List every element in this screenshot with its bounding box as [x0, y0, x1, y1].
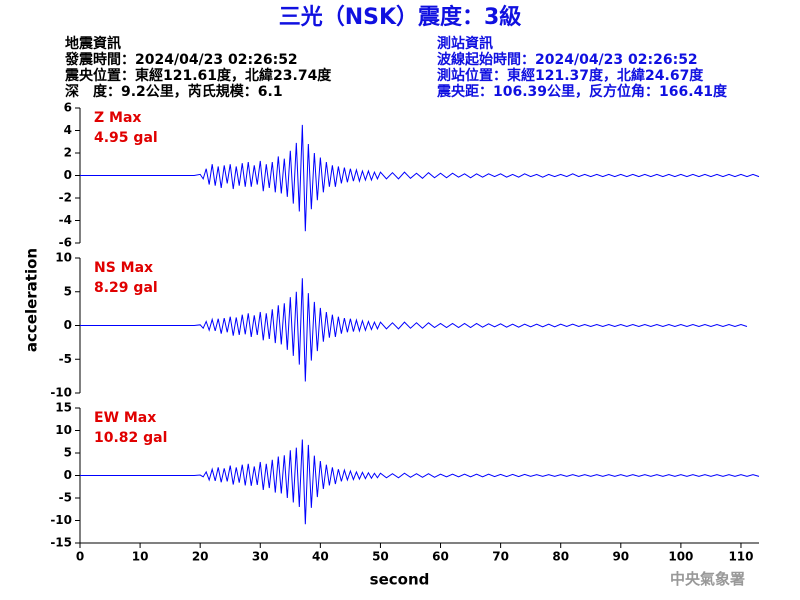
waveform: [80, 439, 760, 525]
max-value: 10.82 gal: [94, 430, 167, 446]
y-tick-label: 0: [64, 468, 72, 482]
y-tick-label: -10: [50, 513, 72, 527]
max-name: NS Max: [94, 260, 153, 276]
max-value: 4.95 gal: [94, 130, 158, 146]
info-line: 深 度：9.2公里，芮氏規模：6.1: [65, 83, 283, 100]
max-value: 8.29 gal: [94, 280, 158, 296]
x-axis-label: second: [370, 571, 430, 589]
x-tick-label: 40: [312, 550, 329, 564]
y-tick-label: 10: [55, 251, 72, 265]
y-tick-label: -4: [59, 213, 72, 227]
x-tick-label: 60: [432, 550, 449, 564]
x-tick-label: 0: [76, 550, 84, 564]
y-tick-label: -5: [59, 352, 72, 366]
x-tick-label: 90: [612, 550, 629, 564]
x-tick-label: 20: [192, 550, 209, 564]
x-tick-label: 10: [132, 550, 149, 564]
y-tick-label: -15: [50, 536, 72, 550]
y-tick-label: -6: [59, 236, 72, 250]
x-tick-label: 100: [668, 550, 693, 564]
y-axis-label: acceleration: [23, 248, 41, 352]
x-tick-label: 110: [728, 550, 753, 564]
info-line: 波線起始時間：2024/04/23 02:26:52: [437, 51, 698, 68]
y-tick-label: 15: [55, 401, 72, 415]
y-tick-label: 0: [64, 168, 72, 182]
title: 三光（NSK）震度：3級: [279, 4, 522, 30]
y-tick-label: 6: [64, 101, 72, 115]
x-tick-label: 80: [552, 550, 569, 564]
info-line: 地震資訊: [65, 35, 121, 52]
info-line: 測站資訊: [437, 35, 493, 52]
y-tick-label: -5: [59, 491, 72, 505]
waveform: [80, 124, 760, 232]
max-name: EW Max: [94, 410, 156, 426]
waveform: [80, 278, 748, 382]
y-tick-label: 2: [64, 146, 72, 160]
y-tick-label: 5: [64, 284, 72, 298]
x-tick-label: 70: [492, 550, 509, 564]
y-tick-label: -2: [59, 191, 72, 205]
x-tick-label: 50: [372, 550, 389, 564]
info-line: 震央位置：東經121.61度，北緯23.74度: [64, 67, 332, 84]
y-tick-label: 5: [64, 446, 72, 460]
info-line: 發震時間：2024/04/23 02:26:52: [64, 51, 298, 68]
info-line: 測站位置：東經121.37度，北緯24.67度: [437, 67, 704, 84]
y-tick-label: 0: [64, 318, 72, 332]
footer: 中央氣象署: [670, 570, 745, 588]
x-tick-label: 30: [252, 550, 269, 564]
max-name: Z Max: [94, 110, 141, 126]
y-tick-label: 4: [64, 123, 72, 137]
info-line: 震央距：106.39公里，反方位角：166.41度: [436, 83, 728, 100]
y-tick-label: 10: [55, 423, 72, 437]
y-tick-label: -10: [50, 386, 72, 400]
